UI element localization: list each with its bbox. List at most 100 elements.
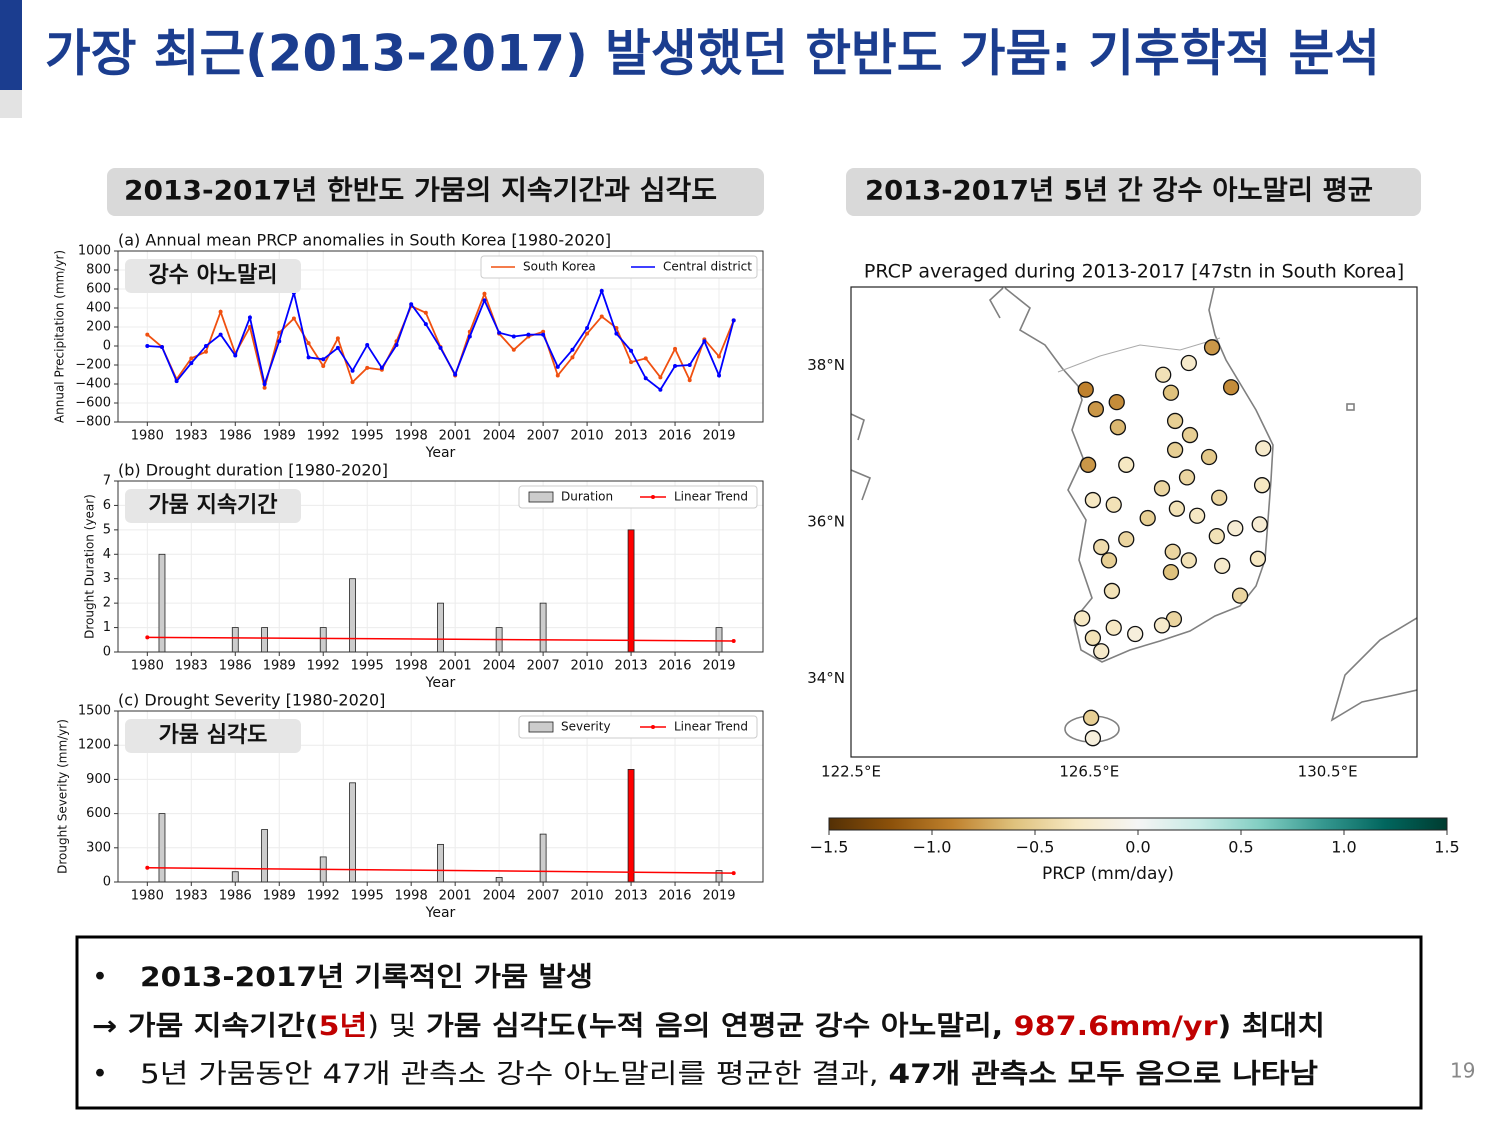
series-point (409, 302, 414, 307)
station (1162, 563, 1180, 581)
station (1093, 538, 1110, 556)
station (1079, 456, 1097, 473)
series-point (145, 332, 150, 337)
series-point (277, 330, 282, 335)
series-point (350, 380, 355, 385)
x-tick-label: 2010 (571, 429, 604, 444)
accent-bar-shade (0, 90, 22, 118)
series-point (585, 331, 590, 336)
station (1181, 426, 1199, 444)
annotation-box (125, 489, 301, 523)
plot-frame (117, 480, 764, 653)
x-tick-label: 2001 (439, 889, 472, 904)
series-point (189, 356, 194, 361)
station (1222, 379, 1240, 396)
x-tick-label: 2016 (658, 429, 691, 444)
y-tick-label: 1200 (78, 738, 111, 753)
series-point (482, 298, 487, 303)
y-tick-label: 800 (86, 263, 111, 278)
coastline (1004, 287, 1274, 663)
x-tick-label: 2001 (439, 659, 472, 674)
station (1139, 509, 1156, 527)
x-tick-label: 1998 (395, 659, 428, 674)
x-tick-label: 2001 (439, 429, 472, 444)
map-basemap (851, 287, 1417, 743)
x-tick-label: 2007 (527, 889, 560, 904)
coastline (851, 287, 1004, 501)
series-point (673, 346, 678, 351)
series-point (629, 360, 634, 365)
colorbar-tick-label: 0.5 (1228, 838, 1253, 857)
series-point (365, 365, 370, 370)
series-point (379, 365, 384, 370)
section-header-box (846, 168, 1421, 216)
station (1180, 354, 1197, 372)
summary-segment: (누적 음의 연평균 강수 아노말리, (575, 1011, 1013, 1042)
coastline (1330, 617, 1417, 722)
x-tick-label: 1980 (131, 659, 164, 674)
station (1203, 339, 1221, 356)
x-tick-label: 2016 (658, 889, 691, 904)
series-point (321, 363, 326, 368)
y-tick-label: 0 (103, 339, 111, 354)
station (1227, 520, 1244, 537)
map-frame (850, 286, 1418, 758)
series-point (203, 349, 208, 354)
x-tick-label: 2004 (483, 659, 516, 674)
summary-segment: ) 최대치 (1217, 1011, 1325, 1042)
series-point (555, 373, 560, 378)
station (1162, 384, 1180, 401)
series-point (614, 331, 619, 336)
legend-swatch-dot (651, 495, 655, 499)
station (1093, 643, 1110, 660)
trend-point (731, 871, 736, 876)
x-tick-label: 1989 (263, 429, 296, 444)
station (1231, 587, 1249, 604)
legend-label: Linear Trend (674, 720, 748, 734)
station (1087, 401, 1105, 418)
y-tick-label: −800 (75, 415, 111, 430)
x-tick-label: 1995 (351, 659, 384, 674)
page-number: 19 (1450, 1059, 1475, 1083)
colorbar-label: PRCP (mm/day) (1042, 864, 1174, 884)
y-tick-label: 36°N (807, 513, 845, 531)
y-tick-label: 2 (103, 596, 111, 611)
series-point (262, 382, 267, 386)
x-tick-label: 2019 (702, 889, 735, 904)
y-tick-label: 3 (103, 571, 111, 586)
series-point (174, 379, 179, 384)
bar (539, 602, 547, 653)
legend-label: Duration (561, 490, 613, 504)
x-tick-label: 1983 (175, 659, 208, 674)
trend-point (145, 865, 150, 870)
series-point (218, 332, 223, 337)
station (1105, 619, 1122, 636)
legend-label: Linear Trend (674, 490, 748, 504)
series-point (203, 344, 208, 348)
y-tick-label: 7 (103, 474, 111, 489)
x-tick-label: 1992 (307, 889, 340, 904)
x-tick-label: 126.5°E (1059, 763, 1119, 781)
trend-line (147, 636, 734, 642)
summary-segment: 가뭄 심각도 (426, 1011, 575, 1042)
series-point (731, 318, 736, 323)
annotation-box (125, 259, 301, 293)
x-tick-label: 2013 (615, 889, 648, 904)
y-axis-label: Annual Precipitation (mm/yr) (53, 250, 67, 423)
station (1155, 366, 1172, 383)
legend-label: Central district (663, 260, 752, 274)
series-point (658, 375, 663, 380)
bar (349, 578, 356, 653)
x-tick-label: 2007 (527, 429, 560, 444)
series-point (585, 325, 590, 330)
station (1253, 477, 1271, 494)
y-tick-label: −200 (75, 358, 111, 373)
y-axis-label: Drought Duration (year) (83, 494, 97, 639)
trend-point (145, 635, 150, 640)
series-point (570, 355, 575, 360)
summary-segment: 47개 관측소 모두 음으로 나타남 (888, 1059, 1318, 1090)
colorbar (828, 817, 1448, 831)
x-tick-label: 1986 (219, 659, 252, 674)
island (1346, 403, 1355, 411)
colorbar-tick-label: −0.5 (1016, 838, 1055, 857)
